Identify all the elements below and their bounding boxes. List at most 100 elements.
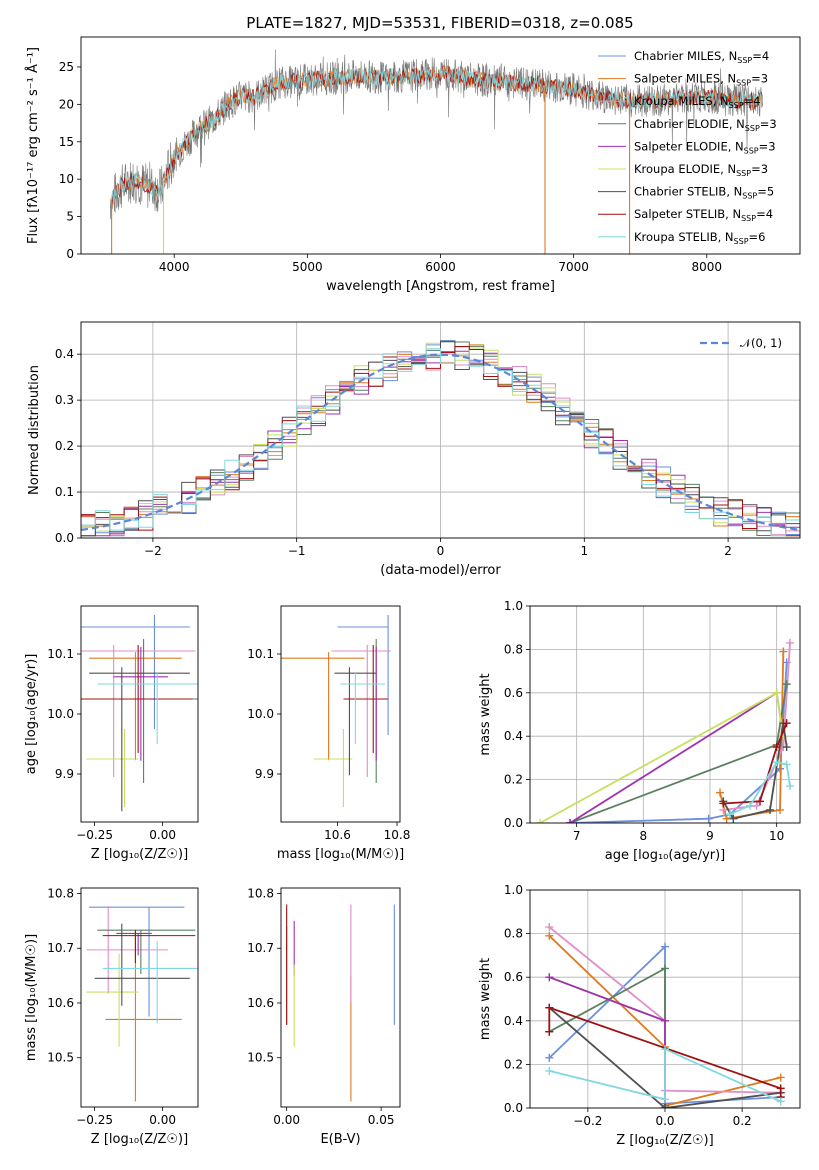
plot-area-age-vs-mass [281,615,392,807]
x-axis-label: Z [log₁₀(Z/Z☉)] [91,1132,188,1147]
weight-marker-cs [782,743,791,752]
legend-suffix: =3 [760,117,777,131]
weight-marker-km [786,638,794,647]
weight-marker-ks [661,1045,669,1054]
weight-marker-ks [772,758,781,767]
x-tick-label: 10 [769,829,784,843]
panel-age-vs-Z: −0.25 0.00 9.9 10.0 10.1 Z [log₁₀(Z/Z☉)] age [… [24,605,199,862]
y-tick-label: 0.3 [55,393,74,407]
y-tick-label: 0.1 [55,485,74,499]
weight-marker-sm [779,647,788,656]
x-tick-label: 8 [640,829,648,843]
legend-prefix: Kroupa STELIB, N [634,230,734,244]
x-axis-label: (data-model)/error [380,563,501,578]
weight-marker-ss [719,799,728,808]
y-tick-label: 0.4 [504,1014,523,1028]
x-tick-label: −0.25 [76,1113,113,1127]
legend-entry: Chabrier MILES, NSSP=4 [634,49,769,65]
weight-marker-ss [772,743,781,752]
weight-marker-ks [776,1097,785,1106]
y-tick-label: 0.4 [55,347,74,361]
y-tick-label: 1.0 [504,599,523,613]
legend-entry: 𝒩(0, 1) [740,336,782,350]
legend-sub: SSP [737,56,752,65]
y-tick-label: 0.8 [504,642,523,656]
y-tick-label: 10.7 [247,941,274,955]
y-tick-label: 0.6 [504,686,523,700]
x-axis-label: wavelength [Angstrom, rest frame] [326,279,555,294]
legend-suffix: =4 [756,207,773,221]
x-tick-label: −1 [288,544,306,558]
x-axis-label: Z [log₁₀(Z/Z☉)] [616,1133,713,1148]
y-tick-label: 9.9 [55,767,74,781]
y-axis-label: Flux [fλ10⁻¹⁷ erg cm⁻² s⁻¹ Å⁻¹] [25,47,41,244]
y-tick-label: 0.2 [504,773,523,787]
x-tick-label: 7 [573,829,581,843]
x-axis-label: E(B-V) [320,1132,360,1147]
legend-entry: Salpeter MILES, NSSP=3 [634,72,768,88]
weight-marker-cs [661,1104,669,1108]
x-tick-label: 9 [706,829,714,843]
y-tick-label: 10.1 [247,647,274,661]
weight-marker-ks [545,1066,554,1075]
x-tick-label: 6000 [425,260,456,274]
legend: Chabrier MILES, NSSP=4 Salpeter MILES, NS… [598,49,777,246]
x-tick-label: −0.2 [573,1114,602,1128]
histogram-ss [81,346,800,538]
panel-mass-vs-EBV: 0.00 0.05 10.5 10.6 10.7 10.8 E(B-V) [247,886,401,1147]
model-spectrum-sm [109,64,763,205]
y-tick-label: 0.4 [504,729,523,743]
weight-line-km [723,642,791,811]
x-tick-label: 0.00 [149,1113,176,1127]
weight-line-cs [548,1007,781,1108]
x-tick-label: 2 [724,544,732,558]
y-tick-label: 0.0 [55,531,74,545]
weight-marker-ke [772,688,781,697]
panel-age-vs-mass: 10.6 10.8 9.9 10.0 10.1 mass [log₁₀(M/M☉)] [247,605,411,862]
y-tick-label: 10.8 [47,886,74,900]
legend-sub: SSP [742,192,757,201]
y-tick-label: 25 [59,60,74,74]
plot-area-mass-vs-EBV [286,904,395,1102]
legend-sub: SSP [736,79,751,88]
weight-marker-ss [776,1084,785,1093]
weight-marker-ss [756,797,764,806]
legend-suffix: =3 [759,139,776,153]
y-tick-label: 0.2 [55,439,74,453]
y-axis-label: mass [log₁₀(M/M☉)] [24,934,39,1061]
legend-prefix: Kroupa ELODIE, N [634,162,736,176]
y-tick-label: 10 [59,172,74,186]
legend-sub: SSP [741,214,756,223]
weight-marker-sm [776,1073,785,1082]
x-tick-label: 10.8 [384,828,411,842]
histogram-ks [81,348,800,538]
legend-entry: Kroupa ELODIE, NSSP=3 [634,162,768,178]
weight-marker-se [566,819,574,823]
y-tick-label: 10.0 [247,707,274,721]
weight-marker-cm [704,814,713,823]
x-axis-label: mass [log₁₀(M/M☉)] [277,847,404,862]
x-tick-label: 5000 [292,260,323,274]
y-axis-label: age [log₁₀(age/yr)] [24,654,39,775]
weight-line-ks [549,1047,782,1103]
y-tick-label: 0.0 [504,816,523,830]
x-tick-label: 0.00 [149,828,176,842]
legend-prefix: Salpeter STELIB, N [634,207,741,221]
y-tick-label: 9.9 [255,767,274,781]
axes-frame [529,889,801,1109]
y-tick-label: 15 [59,135,74,149]
weight-marker-se [545,973,554,982]
y-tick-label: 1.0 [504,883,523,897]
weight-marker-ks [786,782,794,791]
x-tick-label: 0.2 [733,1114,752,1128]
legend-entry: Salpeter ELODIE, NSSP=3 [634,139,776,155]
y-tick-label: 10.5 [247,1051,274,1065]
normal-curve [81,353,800,531]
weight-marker-cs [729,814,738,823]
legend-suffix: =3 [751,72,768,86]
weight-marker-ks [746,801,754,810]
x-tick-label: 10.6 [324,828,351,842]
y-tick-label: 5 [66,210,74,224]
weight-marker-cs [766,805,774,814]
plot-area-spectrum [109,49,763,254]
